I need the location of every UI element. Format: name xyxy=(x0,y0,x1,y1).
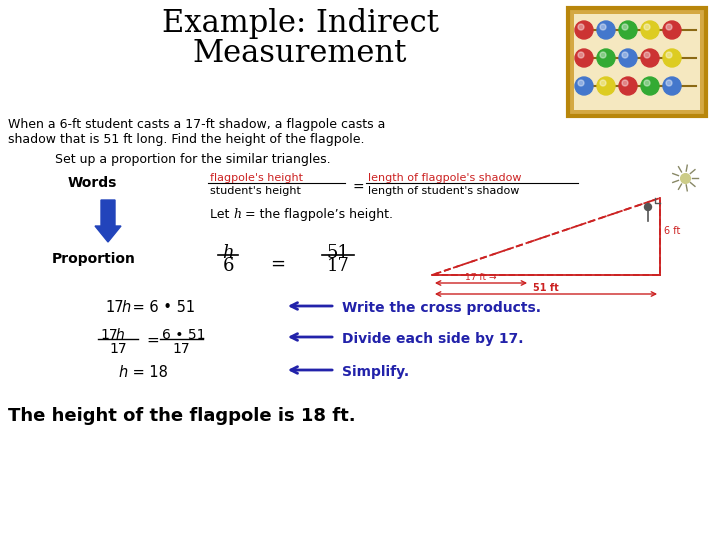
Circle shape xyxy=(663,21,681,39)
Text: h: h xyxy=(118,365,127,380)
Circle shape xyxy=(600,80,606,86)
Circle shape xyxy=(641,49,659,67)
Text: =: = xyxy=(352,181,364,195)
Circle shape xyxy=(600,24,606,30)
Text: h: h xyxy=(116,328,125,342)
Text: Proportion: Proportion xyxy=(52,252,136,266)
Circle shape xyxy=(575,77,593,95)
Text: shadow that is 51 ft long. Find the height of the flagpole.: shadow that is 51 ft long. Find the heig… xyxy=(8,133,364,146)
Text: Divide each side by 17.: Divide each side by 17. xyxy=(342,332,523,346)
Text: student's height: student's height xyxy=(210,186,301,196)
Circle shape xyxy=(619,21,637,39)
Circle shape xyxy=(644,52,650,58)
Circle shape xyxy=(663,49,681,67)
Circle shape xyxy=(578,80,584,86)
Text: 17 ft →: 17 ft → xyxy=(465,273,497,282)
Circle shape xyxy=(597,49,615,67)
Text: h: h xyxy=(233,208,241,221)
Text: Measurement: Measurement xyxy=(193,38,408,69)
Circle shape xyxy=(663,77,681,95)
Text: =: = xyxy=(146,333,158,348)
Text: Let: Let xyxy=(210,208,233,221)
Bar xyxy=(568,8,706,116)
Circle shape xyxy=(666,80,672,86)
Text: length of student's shadow: length of student's shadow xyxy=(368,186,519,196)
Circle shape xyxy=(641,77,659,95)
Text: Simplify.: Simplify. xyxy=(342,365,409,379)
Text: 6 • 51: 6 • 51 xyxy=(162,328,205,342)
Circle shape xyxy=(666,52,672,58)
Text: 17: 17 xyxy=(105,300,124,315)
Text: Set up a proportion for the similar triangles.: Set up a proportion for the similar tria… xyxy=(55,153,330,166)
Text: 17: 17 xyxy=(327,257,349,275)
Text: Example: Indirect: Example: Indirect xyxy=(161,8,438,39)
FancyArrow shape xyxy=(95,200,121,242)
Circle shape xyxy=(619,49,637,67)
Circle shape xyxy=(641,21,659,39)
Circle shape xyxy=(644,80,650,86)
Circle shape xyxy=(578,52,584,58)
Circle shape xyxy=(575,21,593,39)
Text: Words: Words xyxy=(68,176,117,190)
Circle shape xyxy=(644,24,650,30)
Text: length of flagpole's shadow: length of flagpole's shadow xyxy=(368,173,521,183)
Circle shape xyxy=(619,77,637,95)
Text: The height of the flagpole is 18 ft.: The height of the flagpole is 18 ft. xyxy=(8,407,356,425)
Circle shape xyxy=(666,24,672,30)
Text: 17: 17 xyxy=(172,342,190,356)
Text: 51: 51 xyxy=(327,244,349,262)
Text: = 6 • 51: = 6 • 51 xyxy=(128,300,195,315)
Circle shape xyxy=(597,77,615,95)
Circle shape xyxy=(597,21,615,39)
Circle shape xyxy=(622,52,628,58)
Text: flagpole's height: flagpole's height xyxy=(210,173,303,183)
Text: 6 ft: 6 ft xyxy=(664,226,680,236)
Text: 17: 17 xyxy=(100,328,117,342)
Circle shape xyxy=(575,49,593,67)
Text: h: h xyxy=(121,300,130,315)
Text: = the flagpole’s height.: = the flagpole’s height. xyxy=(241,208,393,221)
Text: 6: 6 xyxy=(222,257,234,275)
Circle shape xyxy=(578,24,584,30)
Text: 51 ft: 51 ft xyxy=(533,283,559,293)
Circle shape xyxy=(622,24,628,30)
Text: Write the cross products.: Write the cross products. xyxy=(342,301,541,315)
Text: = 18: = 18 xyxy=(128,365,168,380)
Text: 17: 17 xyxy=(109,342,127,356)
Text: =: = xyxy=(271,255,286,273)
Circle shape xyxy=(644,204,652,211)
Circle shape xyxy=(622,80,628,86)
Text: h: h xyxy=(222,244,234,262)
Text: When a 6-ft student casts a 17-ft shadow, a flagpole casts a: When a 6-ft student casts a 17-ft shadow… xyxy=(8,118,385,131)
Circle shape xyxy=(600,52,606,58)
Bar xyxy=(574,14,700,110)
